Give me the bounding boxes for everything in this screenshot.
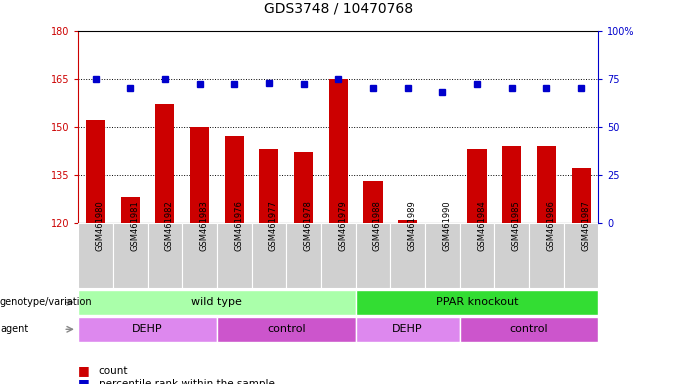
Text: GDS3748 / 10470768: GDS3748 / 10470768 xyxy=(264,2,413,15)
Bar xyxy=(356,290,598,315)
Text: genotype/variation: genotype/variation xyxy=(0,297,92,308)
Bar xyxy=(86,120,105,223)
Text: GSM461990: GSM461990 xyxy=(442,201,452,251)
Bar xyxy=(113,223,148,288)
Text: DEHP: DEHP xyxy=(132,324,163,334)
Bar xyxy=(252,223,286,288)
Text: wild type: wild type xyxy=(192,297,242,308)
Bar xyxy=(494,223,529,288)
Bar xyxy=(224,136,244,223)
Bar xyxy=(217,317,356,342)
Bar xyxy=(148,223,182,288)
Bar xyxy=(571,168,591,223)
Text: DEHP: DEHP xyxy=(392,324,423,334)
Bar xyxy=(182,223,217,288)
Bar xyxy=(398,220,418,223)
Bar xyxy=(529,223,564,288)
Bar xyxy=(537,146,556,223)
Bar xyxy=(460,317,598,342)
Text: GSM461986: GSM461986 xyxy=(546,200,556,252)
Bar xyxy=(286,223,321,288)
Text: GSM461980: GSM461980 xyxy=(95,200,105,252)
Bar xyxy=(259,149,279,223)
Bar xyxy=(460,223,494,288)
Bar xyxy=(321,223,356,288)
Bar xyxy=(155,104,175,223)
Text: PPAR knockout: PPAR knockout xyxy=(436,297,518,308)
Bar xyxy=(390,223,425,288)
Bar xyxy=(78,223,113,288)
Text: GSM461981: GSM461981 xyxy=(130,200,139,252)
Text: control: control xyxy=(267,324,305,334)
Text: GSM461989: GSM461989 xyxy=(407,200,417,252)
Text: GSM461979: GSM461979 xyxy=(338,200,347,252)
Text: GSM461984: GSM461984 xyxy=(477,200,486,252)
Text: percentile rank within the sample: percentile rank within the sample xyxy=(99,379,275,384)
Bar xyxy=(190,127,209,223)
Text: GSM461977: GSM461977 xyxy=(269,200,278,252)
Bar xyxy=(328,79,348,223)
Text: count: count xyxy=(99,366,128,376)
Text: GSM461978: GSM461978 xyxy=(303,200,313,252)
Text: GSM461976: GSM461976 xyxy=(234,200,243,252)
Bar xyxy=(363,181,383,223)
Bar xyxy=(294,152,313,223)
Bar xyxy=(356,317,460,342)
Bar xyxy=(356,223,390,288)
Bar xyxy=(78,290,356,315)
Text: GSM461983: GSM461983 xyxy=(200,200,209,252)
Text: control: control xyxy=(510,324,548,334)
Bar xyxy=(78,317,217,342)
Bar xyxy=(425,223,460,288)
Text: ■: ■ xyxy=(78,364,90,377)
Bar xyxy=(564,223,598,288)
Bar xyxy=(467,149,487,223)
Bar xyxy=(120,197,140,223)
Bar xyxy=(502,146,522,223)
Text: GSM461982: GSM461982 xyxy=(165,200,174,252)
Text: ■: ■ xyxy=(78,377,90,384)
Text: GSM461985: GSM461985 xyxy=(511,200,521,252)
Bar xyxy=(217,223,252,288)
Text: GSM461988: GSM461988 xyxy=(373,200,382,252)
Text: GSM461987: GSM461987 xyxy=(581,200,590,252)
Text: agent: agent xyxy=(0,324,29,334)
